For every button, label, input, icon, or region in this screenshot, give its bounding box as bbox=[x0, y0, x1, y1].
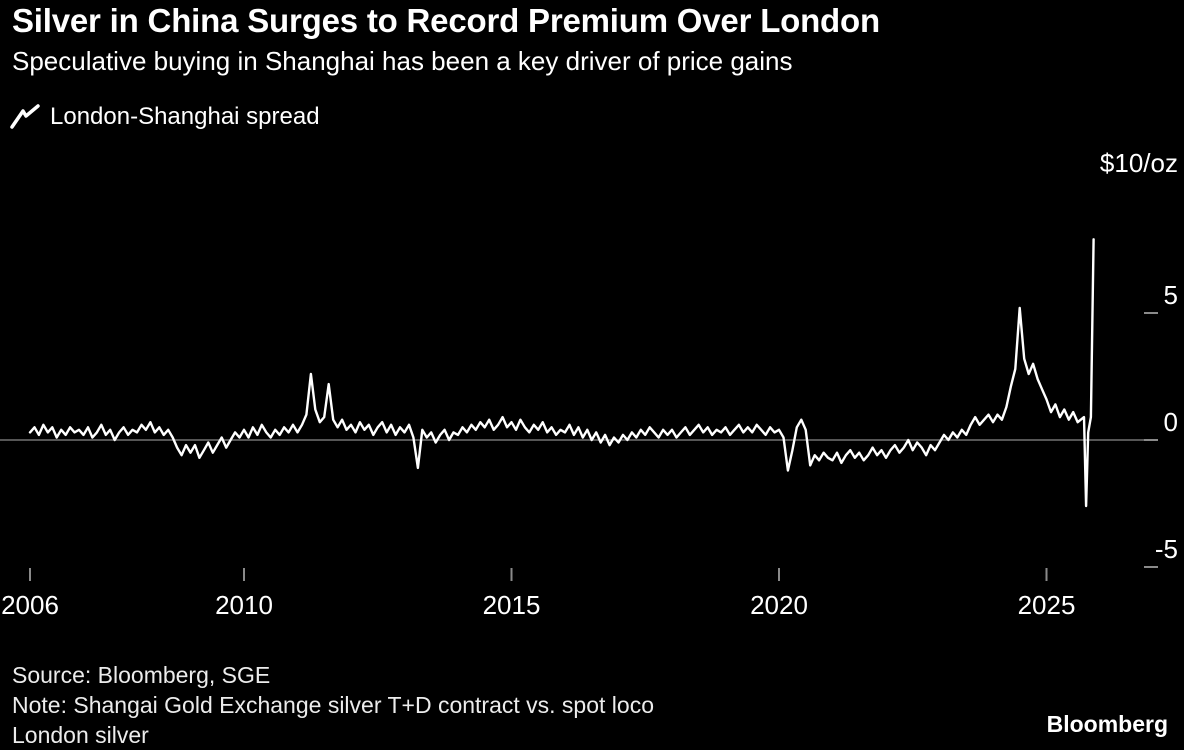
y-axis-tick-label: 5 bbox=[1164, 280, 1178, 310]
x-axis-tick-label: 2010 bbox=[215, 590, 273, 620]
legend-label: London-Shanghai spread bbox=[50, 103, 320, 130]
x-axis-tick-label: 2020 bbox=[750, 590, 808, 620]
spread-series-line bbox=[28, 238, 1095, 508]
y-axis-tick-label: 0 bbox=[1164, 407, 1178, 437]
y-axis-tick-label: -5 bbox=[1155, 534, 1178, 564]
line-series-icon bbox=[10, 104, 40, 129]
chart-subtitle: Speculative buying in Shanghai has been … bbox=[12, 46, 793, 76]
x-axis-tick-label: 2015 bbox=[483, 590, 541, 620]
note-text-line1: Note: Shangai Gold Exchange silver T+D c… bbox=[12, 692, 654, 718]
chart-footer: Source: Bloomberg, SGE Note: Shangai Gol… bbox=[12, 660, 654, 750]
legend: London-Shanghai spread bbox=[10, 103, 320, 131]
chart-title: Silver in China Surges to Record Premium… bbox=[12, 2, 880, 39]
x-axis-tick-label: 2006 bbox=[1, 590, 59, 620]
x-axis-tick-label: 2025 bbox=[1018, 590, 1076, 620]
y-axis-unit-label: $10/oz bbox=[1100, 148, 1178, 178]
note-text-line2: London silver bbox=[12, 722, 149, 748]
source-text: Source: Bloomberg, SGE bbox=[12, 662, 271, 688]
bloomberg-logo: Bloomberg bbox=[1046, 711, 1168, 737]
